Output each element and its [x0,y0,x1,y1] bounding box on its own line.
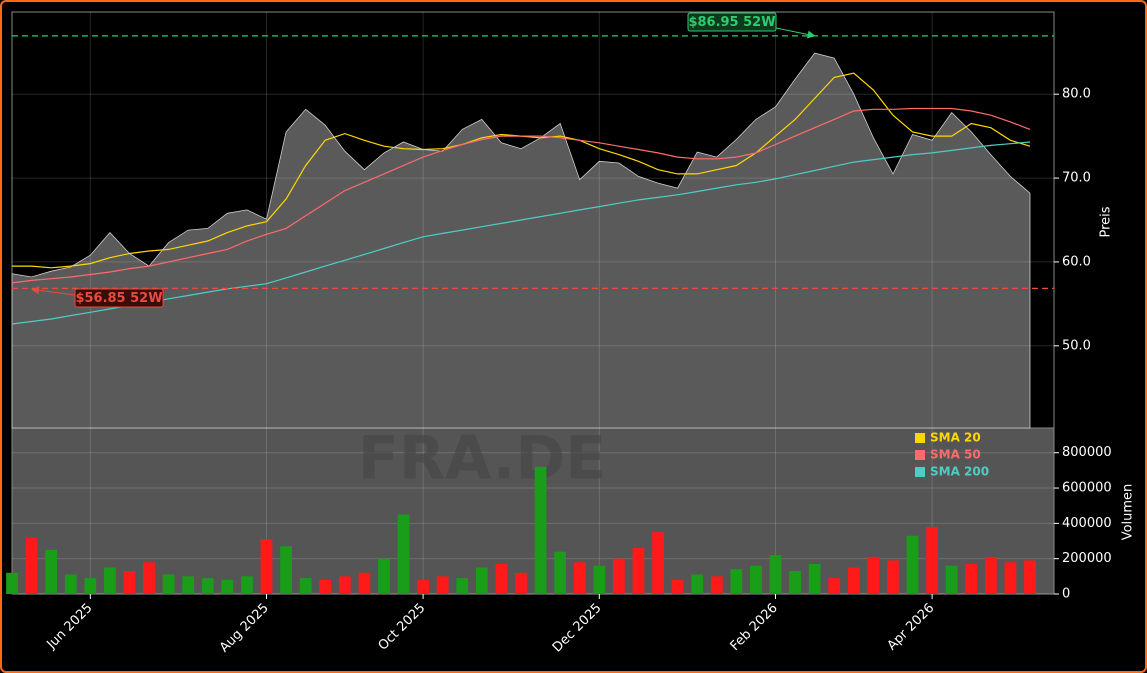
volume-bar [573,562,586,594]
volume-bar [280,546,292,594]
annotation: $86.95 52W [688,15,775,30]
volume-bar [182,576,195,594]
volume-bar [926,526,938,594]
volume-bar [201,578,214,594]
volume-bar [378,558,390,594]
volume-bar [769,555,782,594]
volume-bar [593,565,606,594]
volume-bar [221,579,234,594]
y-axis-label: Preis [1099,206,1114,237]
volume-bar [965,563,978,594]
y-tick-label: 800000 [1062,445,1112,460]
annotation-arrow [31,286,76,296]
x-tick-label: Feb 2026 [728,601,781,654]
volume-bar [808,563,821,594]
sma-line [11,141,1031,325]
y-tick-label: 0 [1062,587,1070,602]
volume-bar [534,466,547,594]
price-area [11,52,1031,429]
volume-bar [730,569,743,594]
volume-bar [887,560,899,594]
volume-bar [475,567,488,594]
y-tick-label: 60.0 [1062,254,1091,269]
volume-bar [123,571,136,594]
y-tick-label: 70.0 [1062,171,1091,186]
volume-bar [143,562,155,594]
legend-swatch [915,433,925,443]
volume-bar [1004,562,1017,594]
volume-bar [691,574,704,594]
volume-bar [495,563,508,594]
volume-bar [64,574,77,594]
y-tick-label: 50.0 [1062,338,1091,353]
annotation: $56.85 52W [75,291,162,306]
volume-bar [45,549,58,594]
volume-bar [652,532,664,594]
grid [12,12,1054,595]
volume-bar [397,514,410,594]
sma-line [11,107,1031,284]
volume-bar [417,579,429,594]
volume-bar [456,578,469,594]
annotation-box [74,288,164,308]
volume-bar [945,565,958,594]
legend-label: SMA 200 [930,465,989,479]
volume-bar [710,576,723,594]
x-tick-label: Jun 2025 [44,601,96,653]
volume-bar [554,551,567,594]
volume-bar [84,578,97,594]
y-tick-label: 80.0 [1062,87,1091,102]
volume-bar [6,572,18,594]
volume-bar [436,576,449,594]
x-tick-label: Dec 2025 [550,601,605,656]
y-tick-label: 200000 [1062,551,1112,566]
volume-bar [906,535,919,594]
x-tick-label: Apr 2026 [885,601,938,654]
legend-label: SMA 50 [930,448,981,462]
volume-bar [847,567,860,594]
volume-bar [162,574,175,594]
volume-bar [671,579,684,594]
legend-swatch [915,467,925,477]
x-tick-label: Aug 2025 [217,601,272,656]
volume-bar [338,576,351,594]
volume-bar [358,572,371,594]
volume-bar [750,565,762,594]
watermark: FRA.DE [358,424,606,494]
volume-bar [299,578,312,594]
volume-bar [25,537,38,594]
volume-bar [613,558,625,594]
annotation-box [687,12,777,32]
y-axis-label: Volumen [1121,484,1136,541]
volume-bar [984,556,997,594]
volume-bar [789,571,801,594]
legend-label: SMA 20 [930,431,981,445]
volume-bar [104,567,116,594]
y-tick-label: 400000 [1062,516,1112,531]
volume-bar [260,539,273,594]
volume-bar [1024,560,1036,594]
volume-bar [241,576,253,594]
volume-bar [515,572,527,594]
volume-bar [319,579,332,594]
legend-swatch [915,450,925,460]
x-tick-label: Oct 2025 [376,601,429,654]
y-tick-label: 600000 [1062,481,1112,496]
volume-bar [632,548,645,594]
volume-bar [867,556,880,594]
annotation-arrow [775,27,816,39]
volume-bar [828,578,841,594]
